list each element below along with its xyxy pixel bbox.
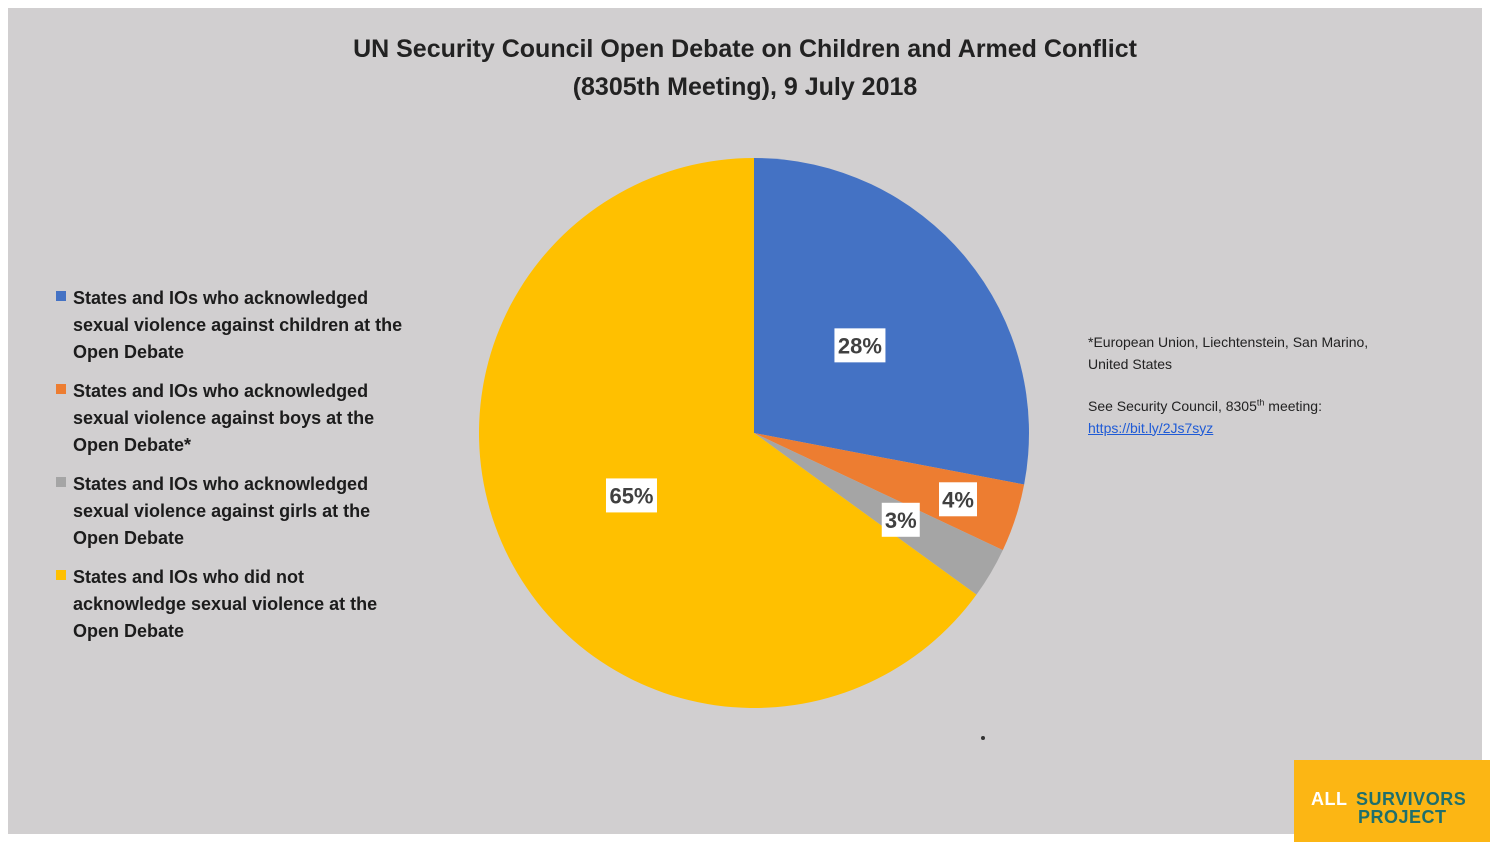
all-survivors-project-logo: ALL SURVIVORS PROJECT <box>1294 760 1490 842</box>
legend-label-not-acknowledged: States and IOs who did not acknowledge s… <box>73 567 378 641</box>
pie-label-children: 28% <box>834 328 886 363</box>
pie-label-box-children <box>834 328 886 363</box>
legend-label-boys: States and IOs who acknowledged sexual v… <box>73 381 375 455</box>
pie-label-text-children: 28% <box>838 333 882 358</box>
pie-slice-not-acknowledged <box>478 158 977 709</box>
legend-item-not-acknowledged: States and IOs who did not acknowledge s… <box>56 564 416 645</box>
reference-suffix: meeting: <box>1264 397 1322 414</box>
stray-dot <box>981 736 985 740</box>
legend-label-children: States and IOs who acknowledged sexual v… <box>73 288 403 362</box>
pie-slice-children <box>754 158 1029 485</box>
legend-swatch-girls <box>56 477 66 487</box>
legend-label-girls: States and IOs who acknowledged sexual v… <box>73 474 371 548</box>
pie-label-text-boys: 4% <box>942 487 974 512</box>
pie-label-text-not-acknowledged: 65% <box>609 483 653 508</box>
reference-link[interactable]: https://bit.ly/2Js7syz <box>1088 419 1214 436</box>
legend-item-girls: States and IOs who acknowledged sexual v… <box>56 471 416 552</box>
pie-label-box-not-acknowledged <box>605 478 657 513</box>
logo-word-all: ALL <box>1311 789 1348 809</box>
pie-label-not-acknowledged: 65% <box>605 478 657 513</box>
pie-label-girls: 3% <box>881 502 920 537</box>
pie-label-text-girls: 3% <box>885 508 917 533</box>
pie-label-box-girls <box>881 502 920 537</box>
reference-superscript: th <box>1256 397 1265 407</box>
reference-prefix: See Security Council, 8305 <box>1088 397 1257 414</box>
pie-chart: 28% 4% 3% 65% <box>478 158 1029 709</box>
footnote-text: *European Union, Liechtenstein, San Mari… <box>1088 334 1369 372</box>
legend-swatch-not-acknowledged <box>56 570 66 580</box>
pie-label-boys: 4% <box>939 482 978 517</box>
pie-slice-girls <box>754 433 1003 595</box>
logo-word-survivors: SURVIVORS <box>1356 789 1467 809</box>
reference-text: See Security Council, 8305th meeting: <box>1088 397 1322 414</box>
chart-legend: States and IOs who acknowledged sexual v… <box>56 285 416 657</box>
pie-slice-boys <box>754 433 1025 551</box>
chart-title: UN Security Council Open Debate on Child… <box>8 30 1482 106</box>
chart-title-line-1: UN Security Council Open Debate on Child… <box>353 35 1137 63</box>
notes: *European Union, Liechtenstein, San Mari… <box>1088 331 1388 439</box>
slide-background: UN Security Council Open Debate on Child… <box>8 8 1490 842</box>
chart-title-line-2: (8305th Meeting), 9 July 2018 <box>572 73 918 101</box>
logo-word-project: PROJECT <box>1358 807 1447 827</box>
legend-item-children: States and IOs who acknowledged sexual v… <box>56 285 416 366</box>
legend-swatch-children <box>56 291 66 301</box>
legend-swatch-boys <box>56 384 66 394</box>
pie-label-box-boys <box>939 482 978 517</box>
legend-item-boys: States and IOs who acknowledged sexual v… <box>56 378 416 459</box>
